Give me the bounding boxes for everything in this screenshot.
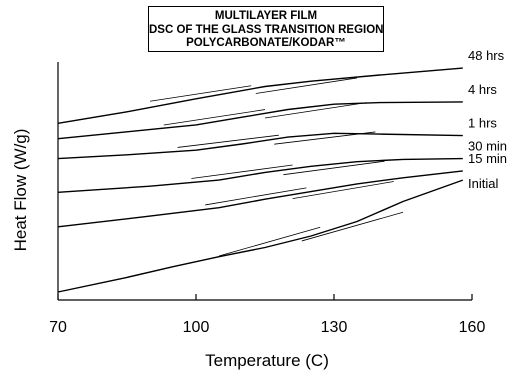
x-tick-label-70: 70 [49,319,67,336]
x-tick-label-100: 100 [183,319,210,336]
tangent-low-initial [218,226,321,257]
tangent-low-4-hrs [163,109,266,126]
curve-label-48-hrs: 48 hrs [468,48,505,63]
tangent-high-initial [301,211,404,242]
tangent-high-48-hrs [255,77,358,94]
tangent-low-15-min [205,187,307,206]
y-axis-title: Heat Flow (W/g) [11,129,30,252]
tangent-lines [149,77,404,257]
curves [57,67,464,293]
axes [57,62,473,301]
chart-title-line-2: DSC OF THE GLASS TRANSITION REGION [149,23,384,36]
tangent-low-1-hrs [177,134,279,148]
tangent-high-4-hrs [264,102,367,119]
curve-48-hrs [57,67,463,124]
curve-label-15-min: 15 min [468,151,507,166]
curve-30-min [57,157,463,193]
curve-label-initial: Initial [468,176,498,191]
x-tick-label-160: 160 [459,319,486,336]
curve-4-hrs [57,101,463,140]
tangent-high-15-min [292,181,394,199]
curve-initial [57,179,464,293]
x-axis-title: Temperature (C) [205,351,329,370]
chart-title-box: MULTILAYER FILM DSC OF THE GLASS TRANSIT… [148,6,384,52]
tangent-low-30-min [191,164,293,179]
tangent-low-48-hrs [149,85,252,102]
chart-title-line-1: MULTILAYER FILM [214,10,318,22]
curve-label-1-hrs: 1 hrs [468,116,497,131]
chart-title-line-3: POLYCARBONATE/KODAR™ [186,37,346,49]
tangent-high-30-min [283,160,385,176]
curve-label-30-min: 30 min [468,139,507,154]
tangent-high-1-hrs [274,131,376,145]
tick-labels: 70 100 130 160 [49,319,485,336]
x-tick-label-130: 130 [321,319,348,336]
curve-label-4-hrs: 4 hrs [468,82,497,97]
curve-1-hrs [57,132,463,160]
curve-15-min [57,170,463,228]
